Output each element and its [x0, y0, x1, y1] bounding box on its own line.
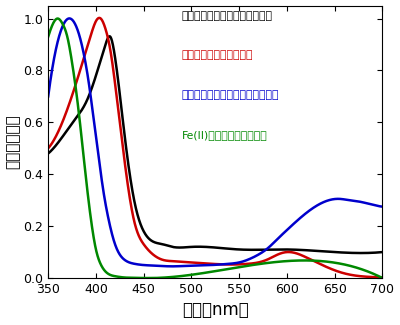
Y-axis label: 標準化吸光度: 標準化吸光度	[6, 114, 20, 169]
Text: Fe(II)＋アミノアルコール: Fe(II)＋アミノアルコール	[182, 130, 268, 139]
Text: 血液＋アミノアルコールの上清: 血液＋アミノアルコールの上清	[182, 11, 273, 21]
X-axis label: 波長（nm）: 波長（nm）	[182, 302, 249, 319]
Text: ビリベルジン＋アミノアルコール: ビリベルジン＋アミノアルコール	[182, 90, 279, 100]
Text: ヘム＋アミノアルコール: ヘム＋アミノアルコール	[182, 50, 253, 60]
